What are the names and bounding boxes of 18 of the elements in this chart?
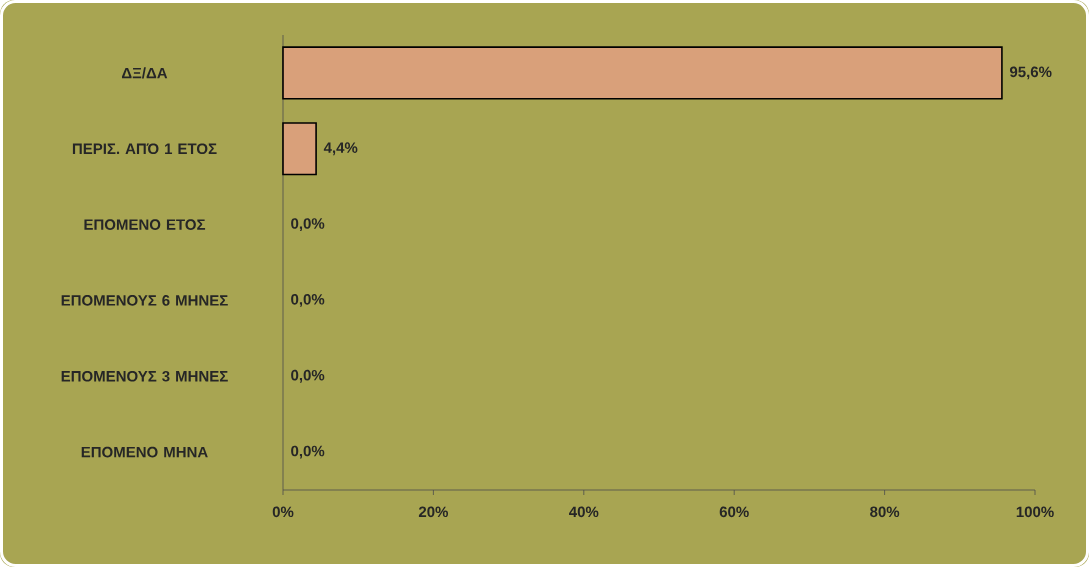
y-tick-label: ΕΠΟΜΕΝΟ ΜΗΝΑ [81, 446, 208, 458]
x-tick-label: 0% [272, 506, 294, 518]
y-tick-label: ΕΠΟΜΕΝΟΥΣ 3 ΜΗΝΕΣ [61, 370, 228, 382]
x-tick-label: 40% [569, 506, 599, 518]
y-tick-label: ΕΠΟΜΕΝΟ ΕΤΟΣ [84, 219, 206, 230]
x-tick-label: 60% [719, 506, 749, 518]
y-tick-label: ΕΠΟΜΕΝΟΥΣ 6 ΜΗΝΕΣ [61, 295, 228, 306]
x-tick-label: 20% [418, 506, 449, 518]
data-label: 0,0% [291, 294, 325, 307]
data-label: 0,0% [291, 445, 325, 459]
x-tick-label: 80% [870, 506, 900, 518]
y-tick-label: ΔΞ/ΔΑ [121, 67, 168, 79]
data-label: 0,0% [291, 218, 325, 231]
y-tick-label: ΠΕΡΙΣ. ΑΠΌ 1 ΕΤΟΣ [72, 143, 217, 155]
data-label: 4,4% [323, 142, 358, 156]
x-tick-label: 100% [1016, 506, 1054, 518]
data-label: 0,0% [291, 369, 325, 383]
data-label: 95,6% [1009, 66, 1052, 80]
